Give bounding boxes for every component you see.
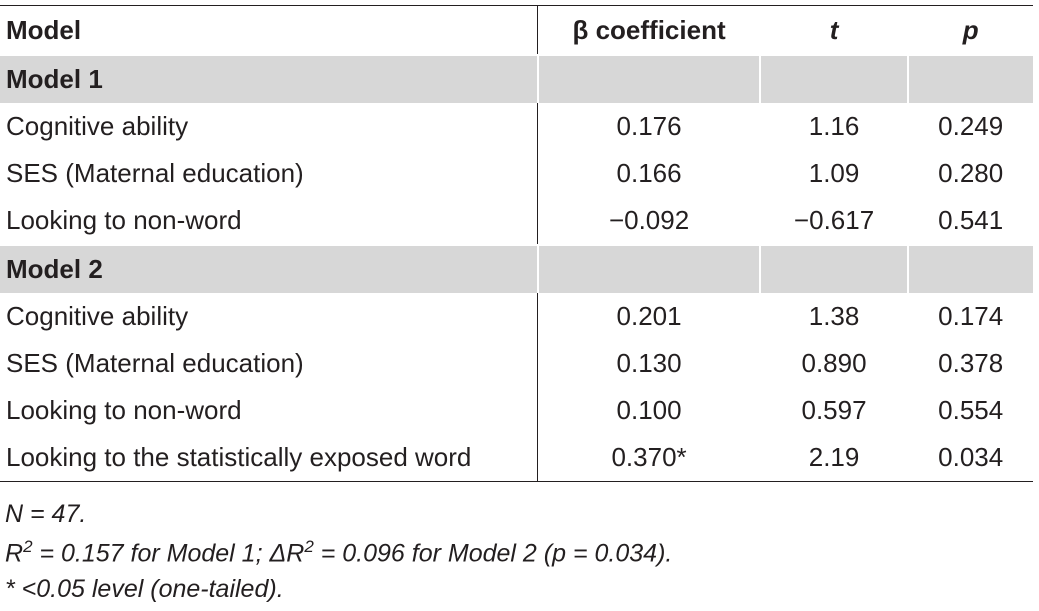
value-cell: 0.890	[801, 348, 867, 378]
row-label: Looking to non-word	[0, 197, 539, 245]
group-row: Model 1	[0, 54, 1033, 103]
header-row: Model β coefficient t p	[0, 5, 1033, 56]
data-row: Looking to non-word −0.092 −0.617 0.541	[0, 197, 1033, 245]
row-label: Cognitive ability	[0, 293, 539, 340]
group-cell	[537, 54, 761, 103]
value-cell: 0.176	[616, 111, 682, 141]
data-row: SES (Maternal education) 0.166 1.09 0.280	[0, 150, 1033, 197]
data-row: SES (Maternal education) 0.130 0.890 0.378	[0, 340, 1033, 387]
data-row: Cognitive ability 0.201 1.38 0.174	[0, 293, 1033, 340]
data-row: Looking to the statistically exposed wor…	[0, 434, 1033, 482]
header-cell: t	[759, 5, 909, 56]
footnote-text: = 0.157 for Model 1; ΔR	[32, 539, 305, 568]
row-label: Looking to non-word	[0, 387, 539, 434]
footnote: * <0.05 level (one-tailed).	[5, 575, 284, 603]
value-cell: 0.100	[616, 395, 682, 425]
row-label: Looking to the statistically exposed wor…	[0, 434, 539, 482]
value-cell: −0.092	[608, 205, 690, 235]
footnote-text: R	[5, 539, 24, 568]
value-cell: 0.166	[616, 158, 682, 188]
superscript: 2	[304, 537, 314, 556]
footnote-text: = 0.096 for Model 2 (p = 0.034).	[313, 539, 673, 568]
header-cell: β coefficient	[537, 5, 760, 56]
group-row: Model 2	[0, 244, 1033, 293]
results-table: Model β coefficient t p Model 1 Cognitive ab…	[0, 5, 1033, 482]
value-cell: 0.597	[801, 395, 867, 425]
value-cell: 0.541	[938, 205, 1004, 235]
group-cell	[908, 54, 1033, 103]
value-cell: 1.38	[808, 301, 860, 331]
value-cell: −0.617	[793, 205, 875, 235]
value-cell: 0.378	[938, 348, 1004, 378]
group-cell	[537, 244, 761, 293]
footnote: N = 47.	[5, 500, 87, 528]
value-cell: 1.09	[808, 158, 860, 188]
value-cell: 0.249	[938, 111, 1004, 141]
value-cell: 0.034	[908, 434, 1033, 482]
data-row: Cognitive ability 0.176 1.16 0.249	[0, 103, 1033, 150]
row-label: SES (Maternal education)	[0, 340, 539, 387]
value-cell: 0.174	[938, 301, 1004, 331]
value-cell: 2.19	[759, 434, 909, 482]
group-cell	[759, 244, 910, 293]
superscript: 2	[23, 537, 33, 556]
group-cell	[759, 54, 910, 103]
value-cell: 0.370*	[537, 434, 760, 482]
table-header: Model β coefficient t p	[0, 5, 1033, 56]
group-cell	[908, 244, 1033, 293]
value-cell: 0.130	[616, 348, 682, 378]
group-title: Model 2	[0, 244, 539, 293]
row-label: SES (Maternal education)	[0, 150, 539, 197]
data-row: Looking to non-word 0.100 0.597 0.554	[0, 387, 1033, 434]
value-cell: 1.16	[808, 111, 860, 141]
value-cell: 0.201	[616, 301, 682, 331]
group-title: Model 1	[0, 54, 539, 103]
row-label: Cognitive ability	[0, 103, 539, 150]
footnote: R2 = 0.157 for Model 1; ΔR2 = 0.096 for …	[5, 537, 672, 568]
table-body: Model 1 Cognitive ability 0.176 1.16 0.249 SE…	[0, 54, 1033, 482]
value-cell: 0.554	[938, 395, 1004, 425]
header-cell: p	[908, 5, 1033, 56]
header-cell: Model	[0, 5, 539, 56]
value-cell: 0.280	[938, 158, 1004, 188]
